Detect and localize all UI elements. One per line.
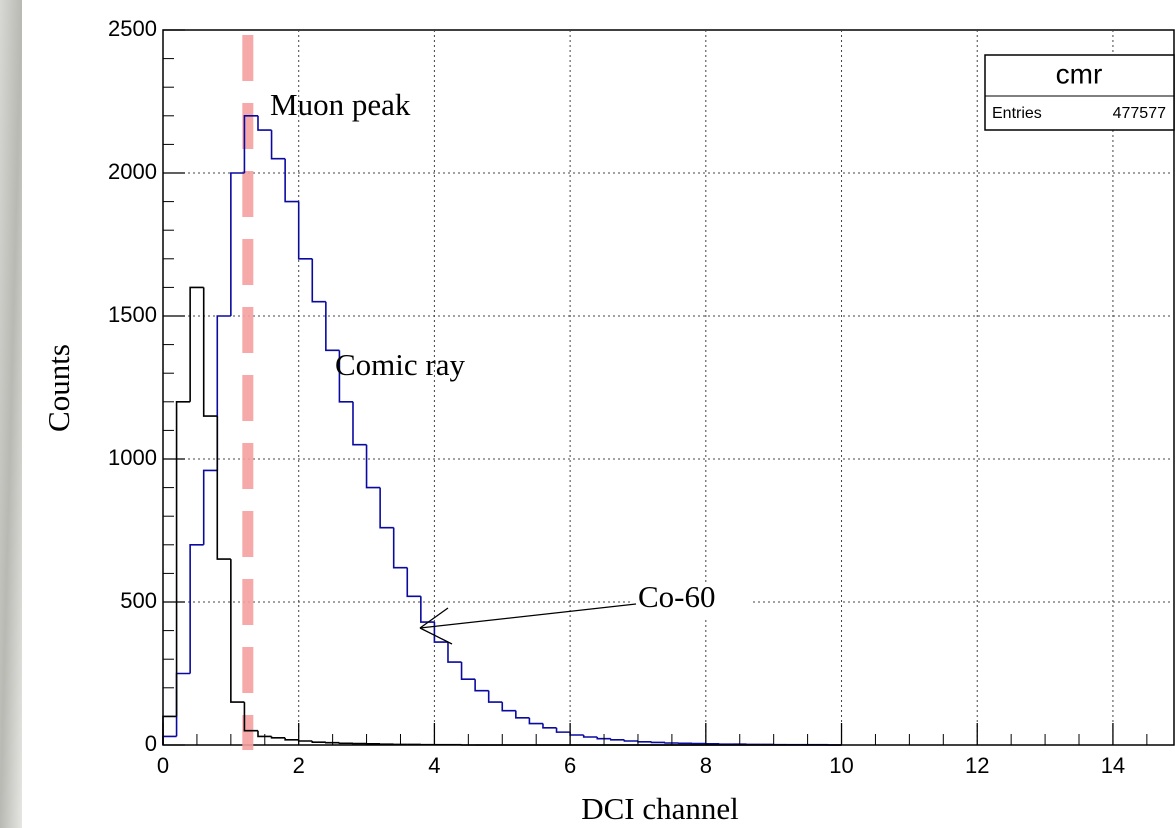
histogram-bin	[243, 115, 258, 173]
histogram-bin	[338, 350, 353, 403]
x-tick-label: 0	[157, 753, 169, 778]
histogram-bin	[582, 734, 598, 738]
histogram-bin	[392, 527, 408, 569]
histogram-bin	[202, 469, 218, 545]
histogram-bin	[664, 742, 679, 744]
x-tick-label: 12	[965, 753, 989, 778]
histogram-bin	[311, 740, 326, 743]
histogram-bin	[257, 115, 272, 131]
histogram-bin	[623, 739, 638, 742]
histogram-bin	[352, 401, 367, 446]
histogram-bin	[284, 737, 299, 741]
x-tick-label: 10	[829, 753, 853, 778]
axes: 0 500 1000 1500 2000 2500 0 2 4 6 8 10 12 14	[108, 16, 1148, 778]
x-tick-label: 2	[293, 753, 305, 778]
histogram-series	[162, 286, 842, 746]
x-tick-label: 14	[1101, 753, 1125, 778]
histogram-bin	[338, 742, 353, 745]
y-tick-label: 2000	[108, 159, 157, 184]
arrow	[419, 603, 637, 645]
plot-frame	[162, 29, 1175, 746]
histogram-bin	[365, 444, 381, 489]
histogram-bin	[460, 662, 476, 681]
histogram-bin	[501, 702, 516, 712]
marks	[162, 35, 842, 750]
histogram-bin	[175, 401, 191, 717]
histogram-bin	[610, 738, 625, 741]
histogram-bin	[474, 679, 489, 692]
x-tick-label: 6	[564, 753, 576, 778]
histogram-bin	[555, 727, 571, 733]
histogram-bin	[487, 690, 503, 703]
x-tick-label: 4	[428, 753, 440, 778]
y-tick-label: 500	[120, 588, 157, 613]
histogram-bin	[257, 730, 272, 738]
histogram-bin	[270, 736, 286, 739]
histogram-bin	[650, 741, 666, 744]
histogram-bin	[596, 736, 611, 740]
histogram-bin	[542, 723, 557, 729]
stats-title: cmr	[1056, 58, 1103, 89]
y-tick-label: 1000	[108, 445, 157, 470]
y-axis-title: Counts	[41, 344, 76, 432]
stats-label: Entries	[992, 105, 1042, 122]
histogram-bin	[406, 567, 421, 598]
annotation: Co-60	[638, 579, 716, 614]
stats-value: 477577	[1113, 105, 1166, 122]
histogram-bin	[637, 740, 652, 743]
histogram-bin	[311, 258, 326, 303]
annotation: Comic ray	[335, 347, 465, 382]
x-axis-title: DCI channel	[581, 791, 739, 826]
histogram-bin	[420, 596, 435, 623]
y-tick-label: 1500	[108, 302, 157, 327]
y-tick-label: 2500	[108, 16, 157, 41]
histogram-bin	[325, 741, 340, 744]
histogram-bin	[433, 622, 448, 643]
histogram-bin	[515, 710, 530, 719]
histogram-bin	[230, 559, 245, 703]
histogram-bin	[447, 642, 462, 663]
histogram-bin	[216, 416, 231, 560]
annotation-bg	[633, 582, 753, 618]
histogram-bin	[325, 301, 340, 352]
histogram-bin	[189, 286, 204, 402]
histogram-bin	[189, 544, 204, 674]
histogram-bin	[528, 717, 543, 725]
histogram-bin	[297, 201, 313, 260]
annotation: Muon peak	[270, 87, 411, 122]
x-tick-label: 8	[700, 753, 712, 778]
histogram-bin	[243, 702, 258, 732]
histogram-bin	[230, 172, 245, 316]
photo-edge	[0, 0, 22, 828]
histogram-bin	[284, 158, 299, 203]
histogram-bin	[202, 287, 218, 417]
y-tick-label: 0	[145, 731, 157, 756]
histogram-bin	[270, 130, 286, 160]
stats-box: cmr Entries 477577	[984, 54, 1175, 131]
histogram-bin	[379, 487, 394, 529]
